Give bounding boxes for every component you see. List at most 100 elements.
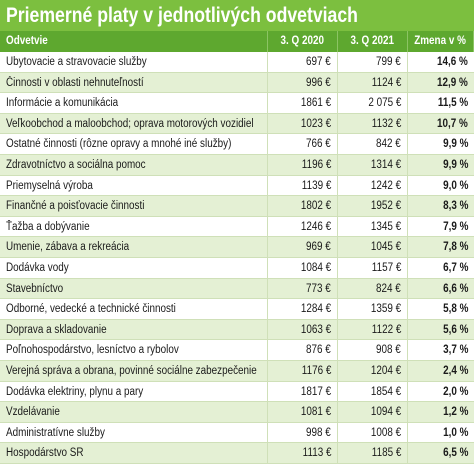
table-cell: 1063 €	[268, 319, 338, 340]
table-cell: 1045 €	[338, 237, 408, 257]
cell-text: 1094 €	[370, 406, 401, 419]
table-cell: 1,0 %	[408, 423, 474, 443]
table-cell: 2,0 %	[408, 382, 474, 402]
cell-text: 773 €	[306, 282, 331, 295]
cell-text: 1122 €	[371, 323, 401, 336]
header-cell: 3. Q 2020	[268, 31, 338, 52]
cell-text: 1023 €	[300, 117, 331, 130]
cell-text: 1242 €	[370, 179, 401, 192]
cell-text: 1314 €	[370, 158, 401, 171]
table-cell: 7,9 %	[408, 217, 474, 237]
cell-text: 842 €	[376, 138, 401, 151]
cell-text: 766 €	[306, 138, 331, 151]
table-cell: 2 075 €	[338, 93, 408, 113]
cell-text: 799 €	[376, 56, 401, 68]
table-cell: Verejná správa a obrana, povinné sociáln…	[0, 360, 268, 381]
header-cell: 3. Q 2021	[338, 31, 408, 52]
cell-text: Informácie a komunikácia	[6, 97, 119, 110]
cell-text: 10,7 %	[437, 117, 468, 130]
cell-text: 6,6 %	[442, 282, 468, 295]
header-text: Odvetvie	[6, 35, 48, 47]
cell-text: 1284 €	[300, 303, 331, 316]
cell-text: Umenie, zábava a rekreácia	[6, 241, 130, 254]
table-row: Informácie a komunikácia 1861 € 2 075 € 11,…	[0, 93, 474, 114]
cell-text: 9,9 %	[442, 138, 468, 151]
cell-text: 1132 €	[371, 117, 401, 130]
table-cell: 1246 €	[268, 216, 338, 237]
table-cell: 1196 €	[268, 154, 338, 175]
cell-text: 824 €	[376, 282, 401, 295]
table-cell: 14,6 %	[408, 52, 474, 72]
table-row: Finančné a poisťovacie činnosti 1802 € 195…	[0, 196, 474, 217]
table-cell: 1081 €	[268, 402, 338, 422]
table-cell: 969 €	[268, 237, 338, 257]
cell-text: 2,4 %	[442, 364, 468, 377]
table-cell: 1204 €	[338, 360, 408, 381]
table-cell: 1023 €	[268, 113, 338, 134]
table-row: Odborné, vedecké a technické činnosti 128…	[0, 299, 474, 320]
cell-text: 1063 €	[300, 323, 331, 336]
table-cell: Administratívne služby	[0, 422, 268, 443]
table-row: Ťažba a dobývanie 1246 € 1345 € 7,9 %	[0, 216, 474, 238]
table-cell: Doprava a skladovanie	[0, 319, 268, 340]
table-row: Verejná správa a obrana, povinné sociáln…	[0, 360, 474, 382]
table-cell: 1132 €	[338, 113, 408, 134]
table-cell: 9,9 %	[408, 155, 474, 175]
table-cell: 1122 €	[338, 319, 408, 340]
table-cell: 1817 €	[268, 381, 338, 402]
cell-text: 998 €	[306, 426, 331, 439]
cell-text: 11,5 %	[437, 97, 468, 110]
table-row: Veľkoobchod a maloobchod; oprava motorov…	[0, 113, 474, 135]
table-row: Ostatné činnosti (rôzne opravy a mnohé i…	[0, 134, 474, 155]
table-cell: Umenie, zábava a rekreácia	[0, 237, 268, 257]
cell-text: 1196 €	[301, 158, 331, 171]
table-cell: 1,2 %	[408, 402, 474, 422]
table-cell: 1242 €	[338, 175, 408, 196]
cell-text: Ostatné činnosti (rôzne opravy a mnohé i…	[6, 138, 232, 151]
table-cell: Zdravotníctvo a sociálna pomoc	[0, 154, 268, 175]
table-row: Umenie, zábava a rekreácia 969 € 1045 € 7,8…	[0, 237, 474, 258]
table-row: Činnosti v oblasti nehnuteľností 996 € 112…	[0, 72, 474, 94]
cell-text: 1802 €	[300, 200, 331, 213]
cell-text: 1045 €	[370, 241, 401, 254]
cell-text: Ubytovacie a stravovacie služby	[6, 56, 147, 68]
cell-text: Ťažba a dobývanie	[6, 220, 90, 233]
cell-text: Finančné a poisťovacie činnosti	[6, 200, 145, 213]
cell-text: 1817 €	[300, 385, 331, 398]
cell-text: Verejná správa a obrana, povinné sociáln…	[6, 364, 257, 377]
table-cell: 1345 €	[338, 216, 408, 237]
cell-text: Stavebníctvo	[6, 282, 64, 295]
table-cell: 1113 €	[268, 443, 338, 463]
table-cell: 7,8 %	[408, 237, 474, 257]
table-row: Dodávka vody 1084 € 1157 € 6,7 %	[0, 257, 474, 279]
table-cell: Odborné, vedecké a technické činnosti	[0, 299, 268, 319]
table-row: Doprava a skladovanie 1063 € 1122 € 5,6 %	[0, 319, 474, 341]
table-cell: 697 €	[268, 52, 338, 72]
cell-text: 1952 €	[370, 200, 401, 213]
cell-text: 1345 €	[370, 220, 401, 233]
cell-text: 1,0 %	[442, 426, 468, 439]
table-cell: Dodávka vody	[0, 257, 268, 278]
header-cell: Odvetvie	[0, 31, 268, 52]
table-row: Zdravotníctvo a sociálna pomoc 1196 € 1314…	[0, 154, 474, 176]
cell-text: Hospodárstvo SR	[6, 447, 84, 460]
table-cell: Dodávka elektriny, plynu a pary	[0, 381, 268, 402]
table-cell: 1284 €	[268, 299, 338, 319]
cell-text: 1246 €	[300, 220, 331, 233]
table-cell: 876 €	[268, 340, 338, 360]
table-cell: Stavebníctvo	[0, 278, 268, 299]
header-row: Odvetvie 3. Q 2020 3. Q 2021 Zmena v %	[0, 31, 474, 52]
table-cell: 6,5 %	[408, 443, 474, 463]
cell-text: 6,5 %	[442, 447, 468, 460]
table-cell: Finančné a poisťovacie činnosti	[0, 196, 268, 216]
table-cell: 1084 €	[268, 257, 338, 278]
cell-text: 9,9 %	[442, 158, 468, 171]
table-cell: 12,9 %	[408, 73, 474, 93]
header-text: 3. Q 2021	[350, 35, 395, 47]
table-cell: 9,0 %	[408, 176, 474, 196]
title: Priemerné platy v jednotlivých odvetviac…	[6, 4, 358, 27]
cell-text: 908 €	[376, 344, 401, 357]
table: Odvetvie 3. Q 2020 3. Q 2021 Zmena v % Ubyto…	[0, 31, 474, 464]
cell-text: 1359 €	[370, 303, 401, 316]
table-cell: 5,6 %	[408, 320, 474, 340]
